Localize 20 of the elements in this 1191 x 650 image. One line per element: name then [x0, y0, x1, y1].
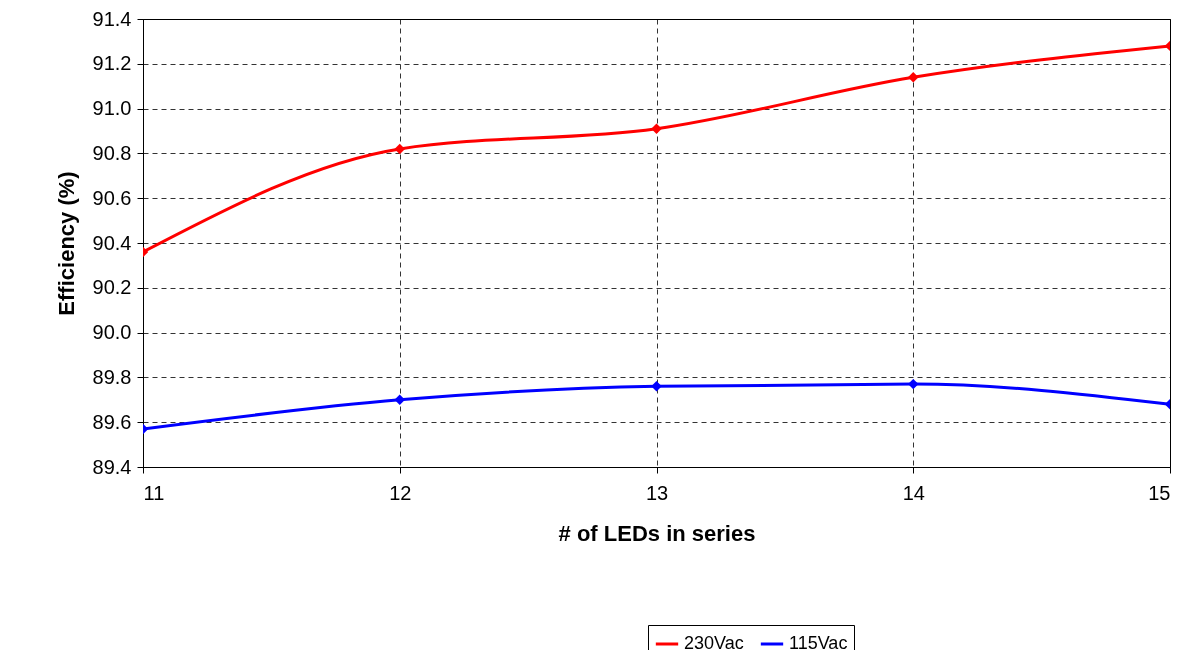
x-tick-label: 11 [143, 481, 165, 504]
y-tick-label: 89.4 [92, 455, 132, 478]
y-tick-label: 90.2 [92, 276, 132, 299]
y-tick-label: 91.2 [92, 52, 132, 75]
y-tick-label: 89.6 [92, 410, 132, 433]
x-tick-label: 12 [389, 481, 412, 504]
y-tick-label: 90.4 [92, 231, 132, 254]
y-axis-title: Efficiency (%) [53, 171, 79, 316]
y-tick-label: 90.8 [92, 141, 132, 164]
y-tick-label: 91.0 [92, 97, 132, 120]
y-tick-label: 91.4 [92, 7, 132, 30]
y-tick-label: 90.0 [92, 321, 132, 344]
y-tick-label: 90.6 [92, 186, 132, 209]
x-tick-label: 15 [1148, 481, 1171, 504]
y-tick-label: 89.8 [92, 365, 132, 388]
x-axis-title: # of LEDs in series [558, 520, 756, 546]
legend-label: 230Vac [684, 633, 744, 650]
x-tick-label: 14 [902, 481, 925, 504]
legend-label: 115Vac [789, 633, 848, 650]
x-tick-label: 13 [645, 481, 669, 504]
